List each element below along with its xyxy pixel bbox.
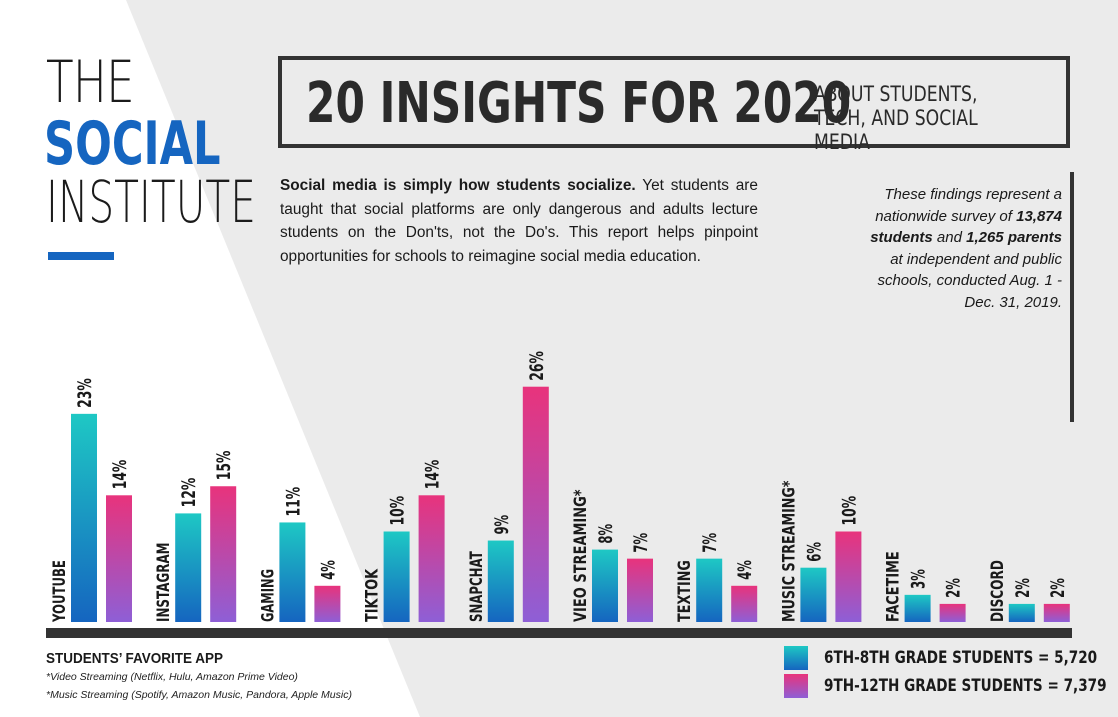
data-label: 6% xyxy=(803,542,825,562)
bar xyxy=(487,540,514,622)
bar xyxy=(522,386,549,622)
legend-swatch-middle-school xyxy=(784,646,808,670)
bar xyxy=(71,413,97,622)
data-label: 23% xyxy=(74,378,96,408)
bar xyxy=(731,585,758,622)
title-frame xyxy=(278,56,1070,148)
legend-label-high-school: 9TH-12TH GRADE STUDENTS = 7,379 xyxy=(824,676,1107,696)
bar xyxy=(1008,603,1035,622)
survey-parents: 1,265 parents xyxy=(966,229,1062,247)
bar xyxy=(1043,603,1070,622)
bar xyxy=(627,558,653,622)
category-label: TIKTOK xyxy=(363,568,383,622)
intro-paragraph: Social media is simply how students soci… xyxy=(280,174,758,268)
data-label: 4% xyxy=(734,560,756,580)
bar xyxy=(939,603,966,622)
category-label: SNAPCHAT xyxy=(467,551,487,622)
intro-text: Yet students are taught that social plat… xyxy=(280,177,758,265)
bar xyxy=(314,585,341,622)
bar xyxy=(904,594,931,622)
category-label: INSTAGRAM xyxy=(154,542,174,622)
data-label: 15% xyxy=(213,451,235,481)
bar xyxy=(175,513,202,622)
category-label: GAMING xyxy=(258,569,278,622)
bar xyxy=(592,549,618,622)
bar xyxy=(383,531,410,622)
data-label: 7% xyxy=(630,533,652,553)
data-label: 14% xyxy=(422,460,444,490)
bar xyxy=(106,495,132,622)
data-label: 26% xyxy=(526,351,548,381)
survey-note: These findings represent a nationwide su… xyxy=(860,184,1062,314)
footnote-music: *Music Streaming (Spotify, Amazon Music,… xyxy=(46,689,352,701)
bar xyxy=(210,486,237,622)
logo-institute: INSTITUTE xyxy=(46,168,256,236)
bar xyxy=(800,567,827,622)
data-label: 14% xyxy=(109,460,131,490)
survey-text-3: at independent and public schools, condu… xyxy=(877,250,1062,311)
intro-bold: Social media is simply how students soci… xyxy=(280,177,636,194)
survey-divider xyxy=(1070,172,1074,422)
category-label: DISCORD xyxy=(988,560,1008,622)
data-label: 4% xyxy=(317,560,339,580)
survey-students: 13,874 students xyxy=(870,207,1062,247)
data-label: 2% xyxy=(1012,578,1034,598)
bar xyxy=(835,531,862,622)
data-label: 3% xyxy=(908,569,930,589)
data-label: 8% xyxy=(595,524,617,544)
category-label: YOUTUBE xyxy=(50,560,70,623)
category-label: TEXTING xyxy=(675,560,695,622)
survey-text-1: These findings represent a nationwide su… xyxy=(875,186,1062,225)
data-label: 10% xyxy=(838,496,860,526)
bar xyxy=(418,495,445,622)
data-label: 12% xyxy=(178,478,200,508)
bar xyxy=(279,522,306,622)
page-subtitle: ABOUT STUDENTS, TECH, AND SOCIAL MEDIA xyxy=(814,82,978,154)
logo-the: THE xyxy=(46,48,135,116)
data-label: 10% xyxy=(387,496,409,526)
chart-title: STUDENTS’ FAVORITE APP xyxy=(46,650,224,667)
survey-text-2: and xyxy=(932,229,967,247)
category-label: FACETIME xyxy=(884,551,904,622)
bar xyxy=(696,558,723,622)
legend-swatch-high-school xyxy=(784,674,808,698)
data-label: 2% xyxy=(943,578,965,598)
footnote-video: *Video Streaming (Netflix, Hulu, Amazon … xyxy=(46,671,298,683)
data-label: 7% xyxy=(699,533,721,553)
logo-underline xyxy=(48,252,114,260)
data-label: 11% xyxy=(282,487,304,517)
data-label: 9% xyxy=(491,515,513,535)
chart-baseline xyxy=(46,628,1072,638)
page-title: 20 INSIGHTS FOR 2020 xyxy=(306,71,852,136)
data-label: 2% xyxy=(1047,578,1069,598)
category-label: VIEO STREAMING* xyxy=(571,489,591,622)
category-label: MUSIC STREAMING* xyxy=(779,480,799,622)
legend-label-middle-school: 6TH-8TH GRADE STUDENTS = 5,720 xyxy=(824,648,1098,668)
logo-social: SOCIAL xyxy=(44,109,221,179)
